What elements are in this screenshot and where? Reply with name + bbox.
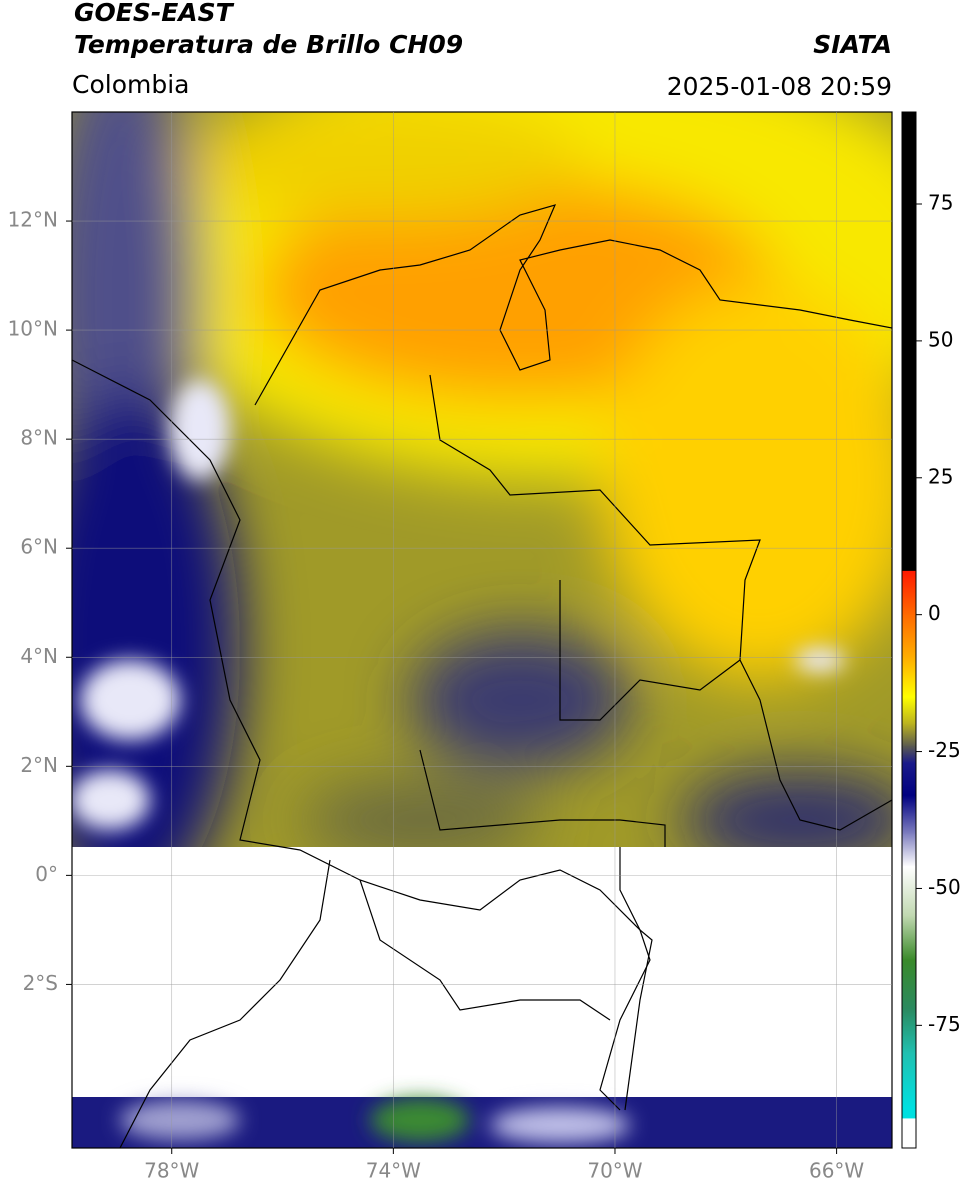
colorbar-segment <box>902 1118 916 1149</box>
x-tick-label: 78°W <box>144 1159 199 1183</box>
y-tick-label: 12°N <box>8 208 58 232</box>
colorbar-tick-label: 0 <box>928 601 941 625</box>
title: GOES-EAST <box>74 0 235 27</box>
colorbar-segment <box>902 795 916 835</box>
y-tick-label: 2°S <box>23 971 58 995</box>
y-tick-label: 0° <box>35 862 58 886</box>
datetime: 2025-01-08 20:59 <box>667 72 892 101</box>
colorbar-segment <box>902 959 916 1010</box>
satellite-image <box>72 112 892 1148</box>
subtitle: Temperatura de Brillo CH09 <box>74 30 463 59</box>
colorbar-tick-label: 25 <box>928 464 953 488</box>
map-frame <box>71 111 893 1149</box>
x-tick-label: 70°W <box>587 1159 642 1183</box>
colorbar-segment <box>902 614 916 659</box>
colorbar-segment <box>902 762 916 796</box>
region: Colombia <box>72 70 189 99</box>
y-tick-label: 2°N <box>20 753 58 777</box>
colorbar-segment <box>902 696 916 725</box>
colorbar-tick-label: 75 <box>928 190 953 214</box>
colorbar-frame <box>901 111 917 1149</box>
colorbar-tick-label: 50 <box>928 327 953 351</box>
colorbar-segment <box>902 1008 916 1054</box>
colorbar-segment <box>902 833 916 868</box>
colorbar-segment <box>902 1107 916 1119</box>
colorbar-tick-label: -50 <box>928 875 961 899</box>
colorbar-tick-label: -25 <box>928 738 961 762</box>
y-tick-label: 8°N <box>20 426 58 450</box>
x-tick-label: 74°W <box>366 1159 421 1183</box>
y-tick-label: 10°N <box>8 317 58 341</box>
colorbar-segment <box>902 866 916 917</box>
colorbar-segment <box>902 658 916 698</box>
colorbar-segment <box>902 746 916 764</box>
colorbar-segment <box>902 1052 916 1108</box>
colorbar-segment <box>902 112 916 572</box>
axes: 78°W 74°W 70°W 66°W 12°N 10°N 8°N 6°N 4°N 2°N 0° 2°… <box>8 112 892 1183</box>
colorbar-segment <box>902 915 916 961</box>
source: SIATA <box>813 30 892 59</box>
y-tick-label: 4°N <box>20 644 58 668</box>
y-tick-label: 6°N <box>20 535 58 559</box>
colorbar-segment <box>902 724 916 747</box>
colorbar-segment <box>902 570 916 616</box>
x-tick-label: 66°W <box>809 1159 864 1183</box>
colorbar-tick-label: -75 <box>928 1012 961 1036</box>
colorbar: 75 50 25 0 -25 -50 -75 <box>901 111 961 1149</box>
borders <box>72 204 892 1148</box>
